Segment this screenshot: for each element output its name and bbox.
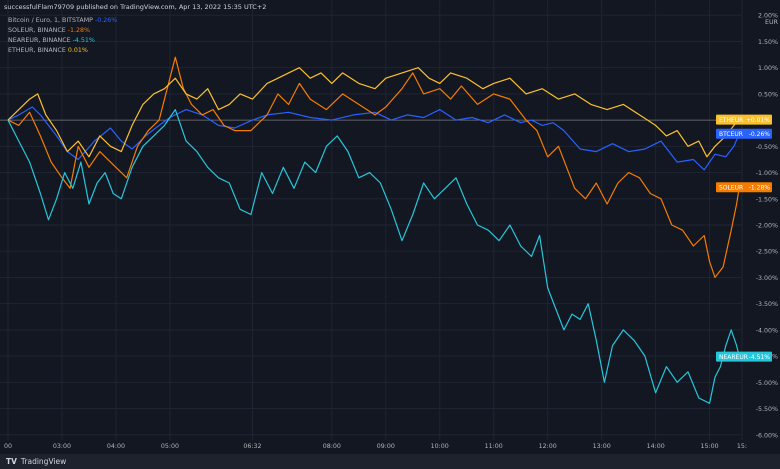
tag-value: -0.26% (749, 131, 771, 138)
tag-symbol: BTCEUR (719, 131, 743, 138)
y-tick-label: -1.00% (756, 170, 778, 177)
legend-change: 0.01% (67, 47, 88, 54)
series-line-btceur (7, 106, 740, 171)
x-tick-label: 04:00 (107, 443, 125, 450)
y-axis-currency: EUR (765, 19, 779, 26)
x-tick-label: 12:00 (539, 443, 557, 450)
y-tick-label: -0.50% (756, 144, 778, 151)
y-axis: 2.00% 1.50% 1.00% 0.50% -0.50% -1.00% -1.50% -2… (756, 13, 779, 440)
y-tick-label: -1.50% (756, 196, 778, 203)
tradingview-logo[interactable]: TV TradingView (6, 457, 66, 466)
last-value-tag-soleur: SOLEUR -1.28% (716, 182, 772, 193)
legend-item-etheur[interactable]: ETHEUR, BINANCE 0.01% (8, 46, 117, 56)
x-tick-label: 00 (4, 443, 12, 450)
tag-value: +0.01% (746, 117, 770, 124)
series-line-etheur (7, 67, 740, 158)
y-tick-label: -5.00% (756, 380, 778, 387)
tradingview-logo-icon: TV (6, 457, 17, 466)
x-tick-label: 03:00 (53, 443, 71, 450)
y-tick-label: -6.00% (756, 432, 778, 439)
x-tick-label: 06:32 (243, 443, 261, 450)
tag-background (716, 351, 772, 362)
y-tick-label: -2.00% (756, 223, 778, 230)
legend-item-soleur[interactable]: SOLEUR, BINANCE -1.28% (8, 26, 117, 36)
y-tick-label: -3.50% (756, 301, 778, 308)
y-tick-label: 2.00% (758, 13, 778, 20)
tag-value: -1.28% (749, 185, 771, 192)
publisher-line: successfulFlam79709 published on Trading… (4, 3, 267, 11)
tag-symbol: SOLEUR (719, 185, 743, 192)
x-tick-label: 05:00 (161, 443, 179, 450)
x-tick-label: 09:00 (377, 443, 395, 450)
legend-label: Bitcoin / Euro, 1, BITSTAMP (8, 17, 93, 24)
tag-background (716, 114, 772, 125)
series-line-soleur (7, 56, 740, 278)
series-lines (7, 56, 740, 404)
x-tick-label: 10:00 (431, 443, 449, 450)
tag-value: -4.51% (749, 354, 771, 361)
grid (0, 0, 743, 440)
x-tick-label: 15: (737, 443, 747, 450)
y-tick-label: -2.50% (756, 249, 778, 256)
legend-item-btceur[interactable]: Bitcoin / Euro, 1, BITSTAMP -0.26% (8, 16, 117, 26)
footer-bar: TV TradingView (0, 454, 780, 469)
x-tick-label: 14:00 (647, 443, 665, 450)
x-axis: 00 03:00 04:00 05:00 06:32 08:00 09:00 10:00 11:… (4, 443, 747, 450)
legend-label: NEAREUR, BINANCE (8, 37, 71, 44)
tag-symbol: ETHEUR (719, 117, 743, 124)
y-tick-label: 1.00% (758, 65, 778, 72)
last-value-tag-btceur: BTCEUR -0.26% (716, 128, 772, 139)
y-tick-label: -3.00% (756, 275, 778, 282)
legend-change: -4.51% (72, 37, 95, 44)
last-value-tag-etheur: ETHEUR +0.01% (716, 114, 772, 125)
y-tick-label: 0.50% (758, 91, 778, 98)
legend: Bitcoin / Euro, 1, BITSTAMP -0.26% SOLEU… (8, 16, 117, 56)
legend-label: ETHEUR, BINANCE (8, 47, 66, 54)
tag-symbol: NEAREUR (719, 354, 748, 361)
y-tick-label: 1.50% (758, 39, 778, 46)
legend-change: -1.28% (67, 27, 91, 34)
tag-background (716, 182, 772, 193)
legend-item-neareur[interactable]: NEAREUR, BINANCE -4.51% (8, 36, 117, 46)
last-value-tag-neareur: NEAREUR -4.51% (716, 351, 772, 362)
series-line-neareur (7, 109, 740, 404)
brand-name: TradingView (20, 457, 67, 466)
legend-label: SOLEUR, BINANCE (8, 27, 66, 34)
y-tick-label: -4.00% (756, 327, 778, 334)
y-tick-label: -5.50% (756, 406, 778, 413)
x-tick-label: 13:00 (593, 443, 611, 450)
x-tick-label: 08:00 (323, 443, 341, 450)
last-value-tags: BTCEUR -0.26% SOLEUR -1.28% NEAREUR -4.51% ETH… (716, 114, 772, 362)
x-tick-label: 11:00 (485, 443, 503, 450)
x-tick-label: 15:00 (701, 443, 719, 450)
legend-change: -0.26% (94, 17, 118, 24)
tag-background (716, 128, 772, 139)
